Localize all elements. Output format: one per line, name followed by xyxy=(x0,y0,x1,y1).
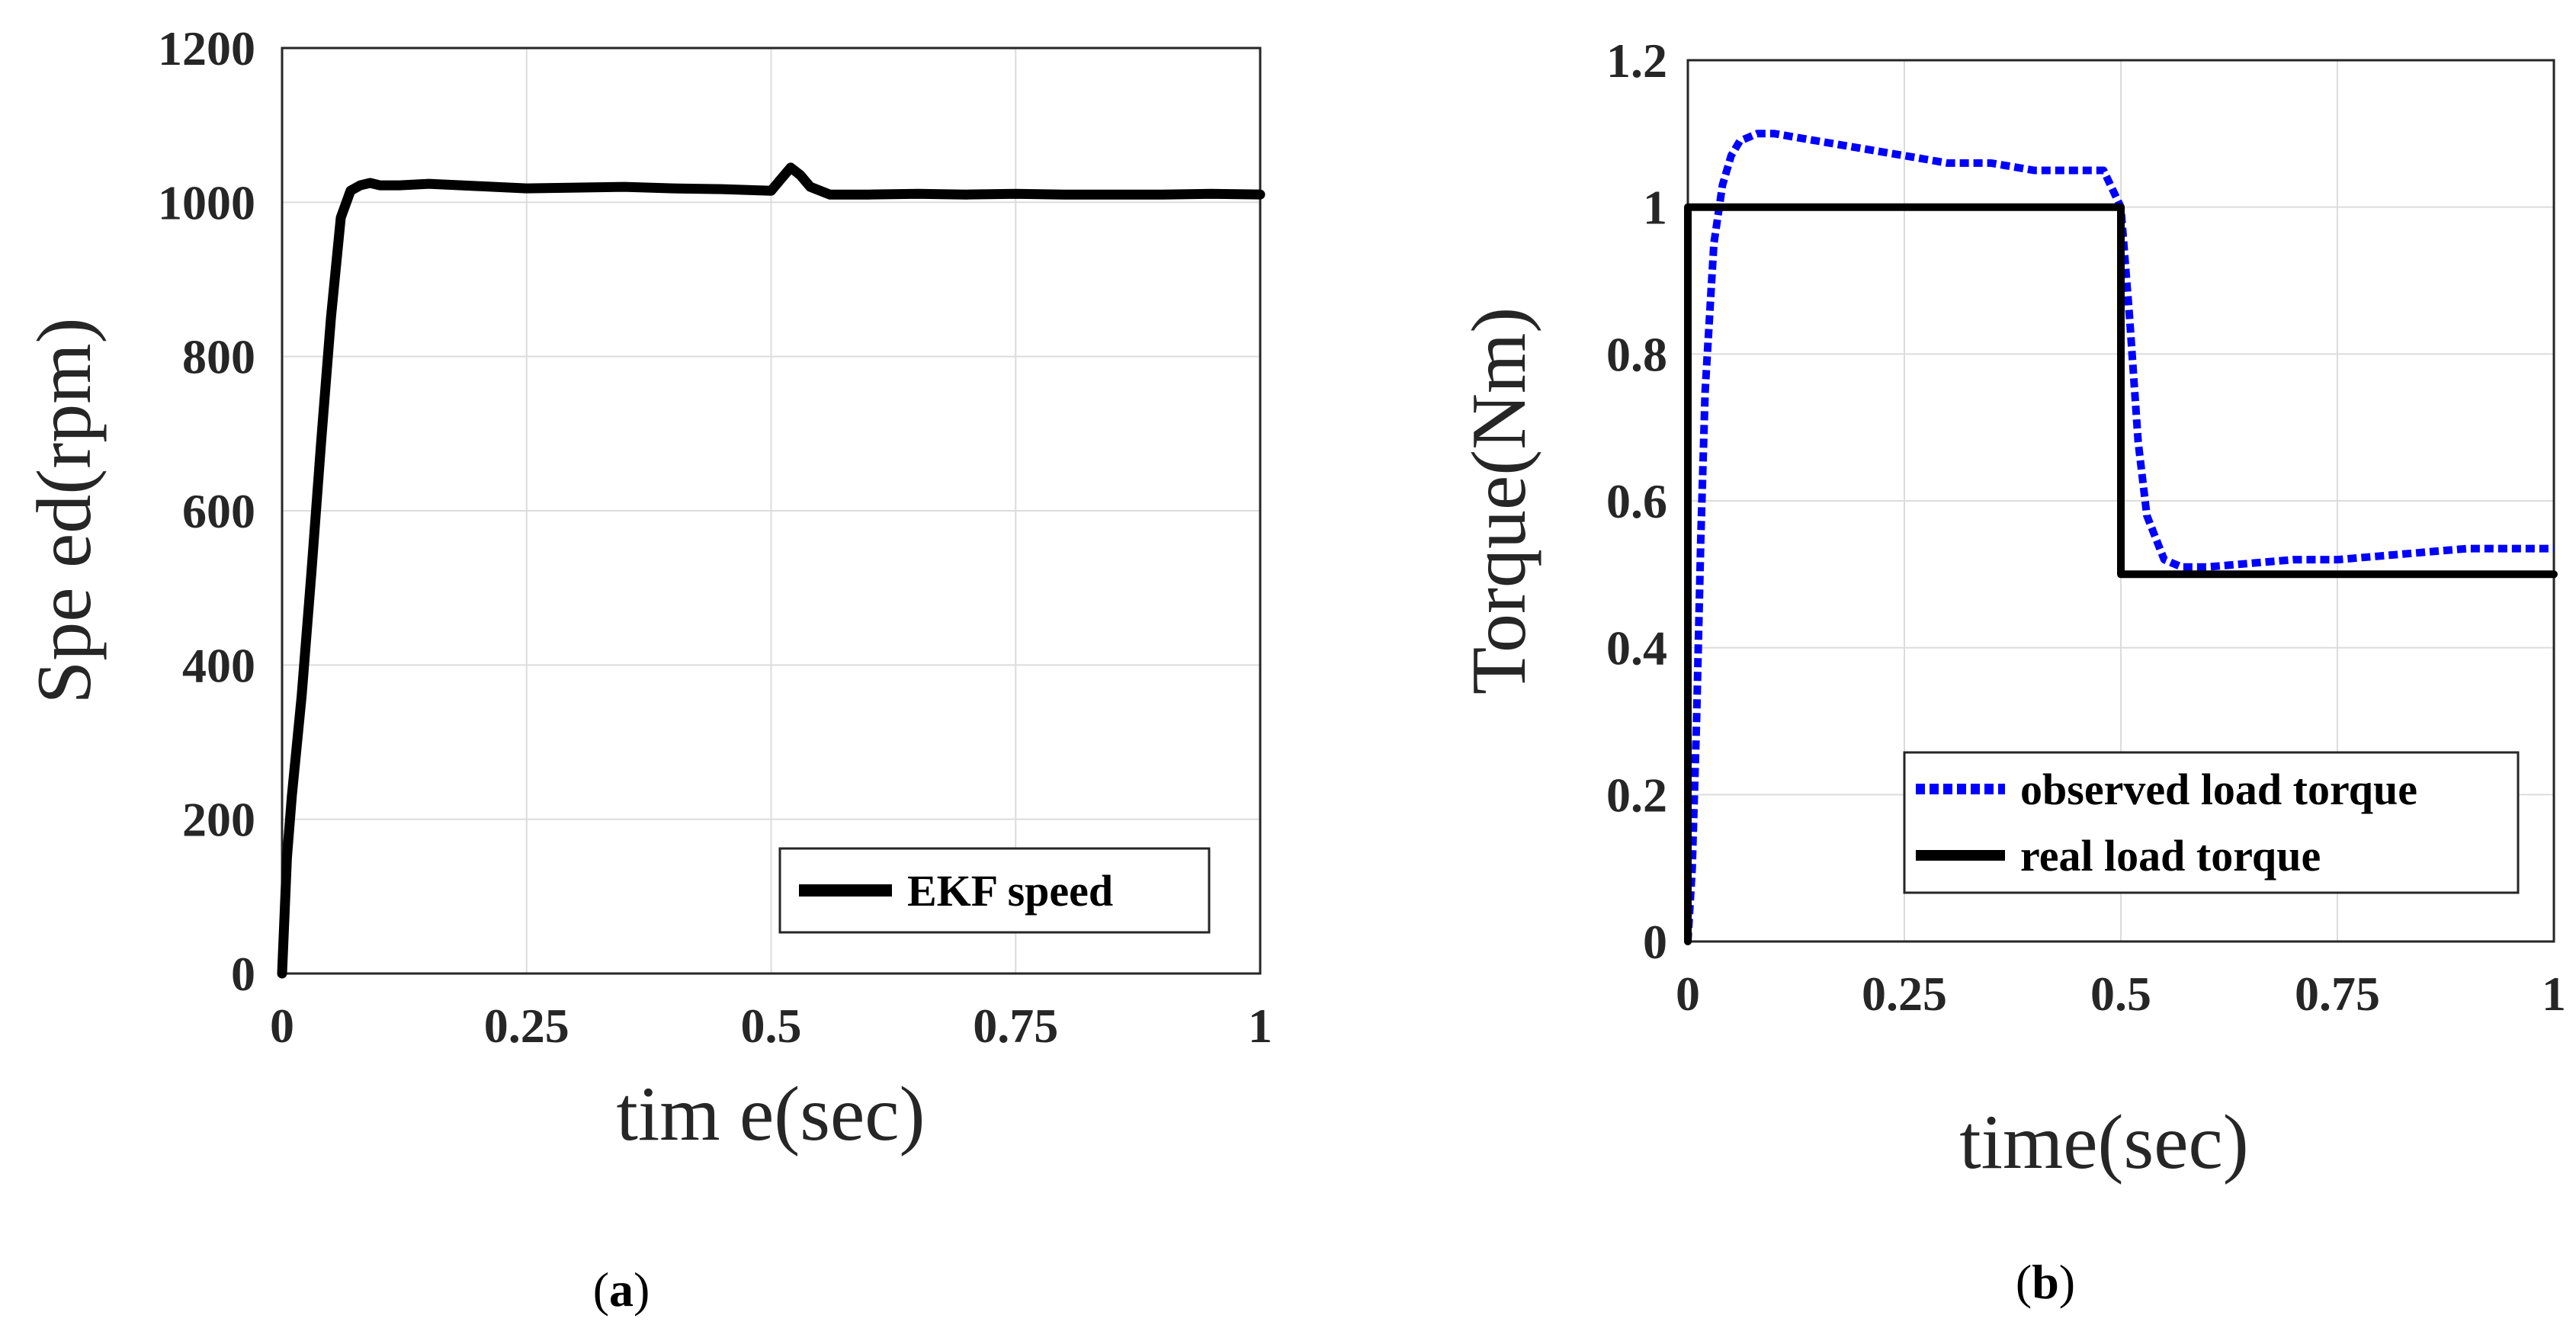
panel-a-y-tick-label: 800 xyxy=(182,330,255,384)
panel-b-x-tick-label: 0.75 xyxy=(2295,967,2380,1021)
legend-label-observed-load-torque: observed load torque xyxy=(2020,765,2417,814)
panel-b-y-tick-label: 0.2 xyxy=(1606,768,1667,822)
series-line-observed-load-torque xyxy=(1684,130,2554,942)
panel-b-y-axis-label: Torque(Nm) xyxy=(1456,307,1542,694)
caption-a-open: ( xyxy=(593,1262,609,1317)
panel-a-x-tick-label: 0.75 xyxy=(973,999,1058,1053)
caption-b-close: ) xyxy=(2059,1255,2075,1309)
panel-b-x-tick-labels: 0 0.25 0.5 0.75 1 xyxy=(1676,967,2566,1021)
panel-b-y-tick-label: 0.4 xyxy=(1606,621,1667,675)
panel-b: 0 0.2 0.4 0.6 0.8 1 1.2 0 0.25 0.5 0.75 1 observed… xyxy=(1456,34,2566,1309)
caption-b-letter: b xyxy=(2032,1255,2059,1309)
panel-b-x-tick-label: 1 xyxy=(2542,967,2566,1021)
panel-a-x-tick-labels: 0 0.25 0.5 0.75 1 xyxy=(270,999,1272,1053)
panel-a-x-tick-label: 0.25 xyxy=(484,999,569,1053)
panel-b-legend: observed load torque real load torque xyxy=(1903,751,2520,894)
panel-b-y-tick-label: 0 xyxy=(1643,915,1667,969)
panel-a-y-tick-label: 200 xyxy=(182,793,255,847)
panel-a-y-tick-label: 0 xyxy=(231,947,255,1001)
legend-label-real-load-torque: real load torque xyxy=(2020,831,2321,881)
panel-a-x-tick-label: 1 xyxy=(1248,999,1272,1053)
legend-label-ekf-speed: EKF speed xyxy=(907,866,1113,916)
panel-a-y-tick-label: 600 xyxy=(182,484,255,538)
panel-a: 0 200 400 600 800 1000 1200 0 0.25 0.5 0.75 1 EKF … xyxy=(21,21,1272,1317)
series-line-ekf-speed xyxy=(277,162,1266,979)
panel-b-x-axis-label: time(sec) xyxy=(1959,1099,2248,1185)
panel-b-x-tick-label: 0.25 xyxy=(1862,967,1947,1021)
panel-b-y-tick-label: 1.2 xyxy=(1606,34,1667,88)
panel-a-axes-box xyxy=(281,47,1262,975)
panel-b-y-tick-label: 0.8 xyxy=(1606,327,1667,381)
panel-a-y-tick-label: 1000 xyxy=(158,175,255,229)
panel-a-series xyxy=(277,162,1266,979)
panel-b-y-tick-label: 0.6 xyxy=(1606,474,1667,528)
panel-a-y-tick-labels: 0 200 400 600 800 1000 1200 xyxy=(158,21,255,1001)
caption-b-open: ( xyxy=(2016,1255,2032,1309)
panel-a-y-tick-label: 400 xyxy=(182,638,255,692)
panel-a-legend: EKF speed xyxy=(778,847,1211,934)
panel-a-grid xyxy=(282,48,1260,974)
panel-a-y-tick-label: 1200 xyxy=(158,21,255,75)
panel-b-series xyxy=(1684,130,2558,945)
panel-a-x-axis-label: tim e(sec) xyxy=(617,1071,925,1157)
caption-b: (b) xyxy=(2016,1255,2075,1309)
series-line-real-load-torque xyxy=(1684,203,2558,945)
panel-a-x-tick-label: 0 xyxy=(270,999,294,1053)
caption-a: (a) xyxy=(593,1262,650,1317)
caption-a-letter: a xyxy=(609,1262,634,1317)
panel-b-legend-box xyxy=(1903,751,2520,894)
panel-b-y-tick-labels: 0 0.2 0.4 0.6 0.8 1 1.2 xyxy=(1606,34,1667,969)
panel-b-x-tick-label: 0.5 xyxy=(2090,967,2151,1021)
panel-b-x-tick-label: 0 xyxy=(1676,967,1700,1021)
panel-a-x-tick-label: 0.5 xyxy=(741,999,802,1053)
panel-a-y-axis-label: Spe ed(rpm) xyxy=(21,317,107,704)
caption-a-close: ) xyxy=(634,1262,650,1317)
panel-b-y-tick-label: 1 xyxy=(1643,181,1667,235)
